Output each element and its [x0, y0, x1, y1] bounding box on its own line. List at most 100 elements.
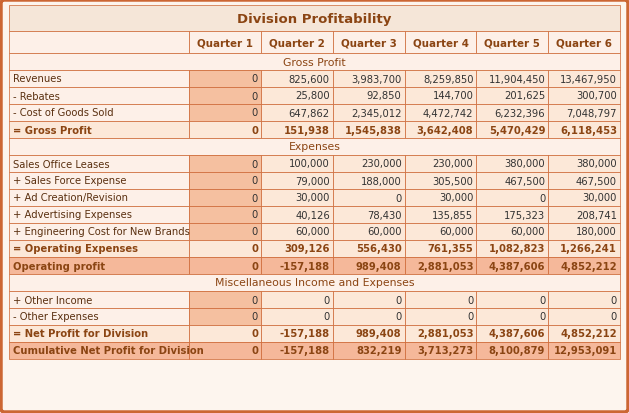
Bar [189, 257, 261, 274]
Text: 40,126: 40,126 [295, 210, 330, 220]
Bar [548, 223, 620, 240]
Bar [548, 291, 620, 308]
Bar [261, 325, 333, 342]
Text: 0: 0 [539, 312, 545, 322]
Bar [261, 71, 333, 88]
Text: 0: 0 [252, 74, 258, 84]
Bar [9, 257, 189, 274]
Text: Quarter 1: Quarter 1 [197, 38, 253, 48]
Bar [261, 88, 333, 105]
Text: 188,000: 188,000 [361, 176, 402, 186]
Bar [261, 173, 333, 190]
Text: 0: 0 [467, 312, 474, 322]
Bar [189, 71, 261, 88]
Bar [9, 274, 620, 291]
Bar [261, 291, 333, 308]
Text: 60,000: 60,000 [296, 227, 330, 237]
Text: 0: 0 [251, 244, 258, 254]
Text: 12,953,091: 12,953,091 [554, 346, 617, 356]
Text: 4,387,606: 4,387,606 [489, 329, 545, 339]
Bar [476, 173, 548, 190]
Text: 467,500: 467,500 [504, 176, 545, 186]
Bar [9, 54, 620, 71]
Bar [9, 342, 189, 359]
Bar [9, 88, 189, 105]
Bar [404, 88, 476, 105]
Bar [476, 206, 548, 223]
Text: 989,408: 989,408 [356, 261, 402, 271]
Bar [189, 223, 261, 240]
Bar [548, 173, 620, 190]
Bar [189, 32, 261, 54]
Text: 761,355: 761,355 [428, 244, 474, 254]
Text: 0: 0 [396, 295, 402, 305]
Text: -157,188: -157,188 [280, 261, 330, 271]
Bar [404, 325, 476, 342]
Bar [9, 291, 189, 308]
Text: 3,983,700: 3,983,700 [352, 74, 402, 84]
Text: 175,323: 175,323 [504, 210, 545, 220]
Bar [476, 88, 548, 105]
Text: 151,938: 151,938 [284, 125, 330, 135]
Bar [9, 240, 189, 257]
Text: 0: 0 [252, 295, 258, 305]
Text: 7,048,797: 7,048,797 [567, 108, 617, 118]
Text: 60,000: 60,000 [439, 227, 474, 237]
Bar [9, 190, 189, 206]
Bar [548, 342, 620, 359]
Bar [189, 325, 261, 342]
Bar [476, 105, 548, 122]
Text: 208,741: 208,741 [576, 210, 617, 220]
Bar [261, 257, 333, 274]
Bar [333, 240, 404, 257]
Text: Cumulative Net Profit for Division: Cumulative Net Profit for Division [13, 346, 204, 356]
Bar [9, 206, 189, 223]
Text: 92,850: 92,850 [367, 91, 402, 101]
Text: 2,345,012: 2,345,012 [351, 108, 402, 118]
Text: 2,881,053: 2,881,053 [417, 261, 474, 271]
Text: 3,642,408: 3,642,408 [417, 125, 474, 135]
Bar [548, 105, 620, 122]
Text: 6,118,453: 6,118,453 [560, 125, 617, 135]
Text: 0: 0 [252, 159, 258, 169]
Bar [261, 156, 333, 173]
Text: 300,700: 300,700 [576, 91, 617, 101]
Bar [9, 325, 189, 342]
Text: 0: 0 [252, 176, 258, 186]
Text: 0: 0 [252, 108, 258, 118]
Text: 0: 0 [252, 312, 258, 322]
Text: 0: 0 [252, 193, 258, 203]
Bar [9, 6, 620, 32]
Text: Sales Office Leases: Sales Office Leases [13, 159, 109, 169]
Bar [404, 223, 476, 240]
Text: 0: 0 [323, 295, 330, 305]
Text: 135,855: 135,855 [432, 210, 474, 220]
Text: 305,500: 305,500 [433, 176, 474, 186]
Bar [261, 308, 333, 325]
Bar [404, 173, 476, 190]
Text: + Sales Force Expense: + Sales Force Expense [13, 176, 126, 186]
Bar [333, 122, 404, 139]
Text: 4,852,212: 4,852,212 [560, 261, 617, 271]
Text: 4,852,212: 4,852,212 [560, 329, 617, 339]
Bar [404, 257, 476, 274]
Text: Quarter 5: Quarter 5 [484, 38, 540, 48]
Bar [404, 71, 476, 88]
Text: 380,000: 380,000 [504, 159, 545, 169]
Bar [548, 325, 620, 342]
Bar [476, 190, 548, 206]
Text: 0: 0 [539, 193, 545, 203]
Bar [189, 291, 261, 308]
Text: Revenues: Revenues [13, 74, 62, 84]
Text: 13,467,950: 13,467,950 [560, 74, 617, 84]
Bar [548, 71, 620, 88]
Text: 0: 0 [251, 329, 258, 339]
Text: 144,700: 144,700 [433, 91, 474, 101]
Text: 467,500: 467,500 [576, 176, 617, 186]
Text: -157,188: -157,188 [280, 346, 330, 356]
Bar [404, 32, 476, 54]
Text: 0: 0 [396, 193, 402, 203]
Bar [548, 206, 620, 223]
Bar [548, 308, 620, 325]
Bar [261, 240, 333, 257]
